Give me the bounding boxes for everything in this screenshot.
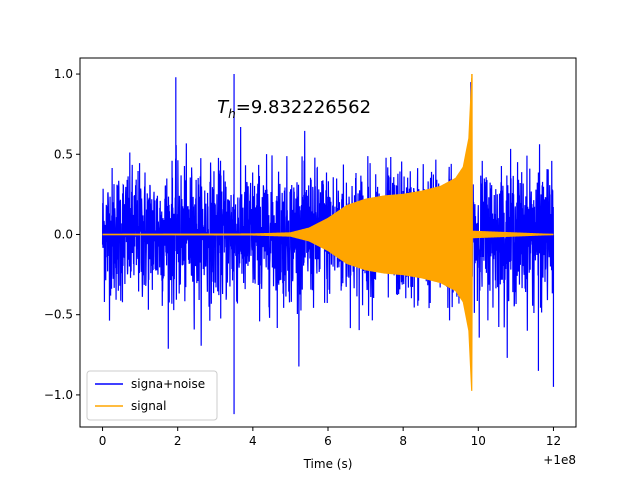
series-line-signa-noise bbox=[101, 74, 555, 415]
annotation-text: Th=9.832226562 bbox=[217, 97, 371, 121]
x-axis: 0 2 4 6 8 10 12 bbox=[99, 427, 561, 448]
x-tick-label: 2 bbox=[174, 434, 182, 448]
x-tick-label: 6 bbox=[324, 434, 332, 448]
legend-label-signal: signal bbox=[131, 399, 167, 413]
plot-area bbox=[101, 74, 555, 415]
y-tick-label: 0.5 bbox=[54, 147, 73, 161]
y-tick-label: 0.0 bbox=[54, 227, 73, 241]
x-tick-label: 8 bbox=[399, 434, 407, 448]
x-tick-label: 12 bbox=[546, 434, 561, 448]
x-tick-label: 0 bbox=[99, 434, 107, 448]
y-axis: −1.0 −0.5 0.0 0.5 1.0 bbox=[44, 67, 80, 402]
series-signa-noise bbox=[101, 74, 555, 415]
annotation-prefix: T bbox=[217, 97, 230, 118]
x-tick-label: 4 bbox=[249, 434, 257, 448]
x-axis-label: Time (s) bbox=[303, 457, 353, 471]
legend: signa+noise signal bbox=[86, 370, 218, 421]
y-tick-label: −1.0 bbox=[44, 388, 73, 402]
annotation-subscript: h bbox=[228, 107, 236, 121]
series-signal bbox=[102, 74, 554, 391]
x-axis-offset-label: +1e8 bbox=[543, 453, 576, 467]
y-tick-label: 1.0 bbox=[54, 67, 73, 81]
legend-label-signa-noise: signa+noise bbox=[131, 377, 205, 391]
x-tick-label: 10 bbox=[471, 434, 486, 448]
y-tick-label: −0.5 bbox=[44, 308, 73, 322]
annotation-value: =9.832226562 bbox=[236, 97, 371, 118]
